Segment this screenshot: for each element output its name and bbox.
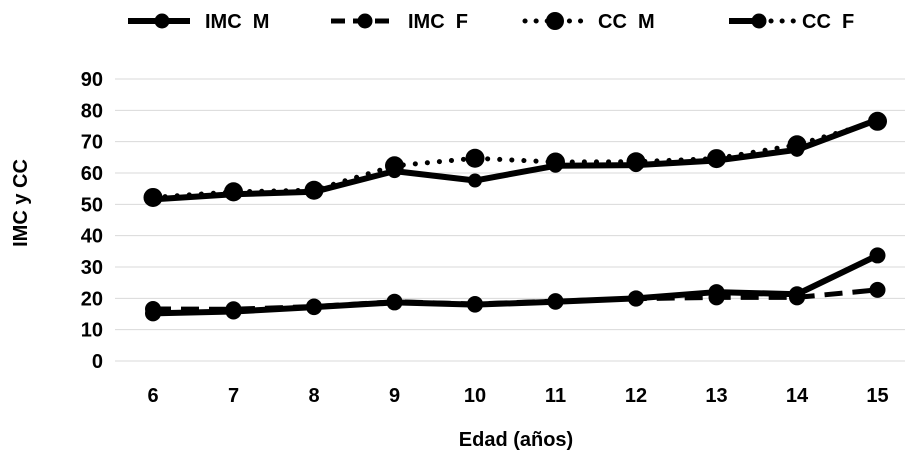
- data-point: [790, 142, 804, 157]
- legend-label: CC M: [598, 11, 655, 33]
- y-tick-label: 40: [81, 226, 103, 248]
- x-tick-label: 6: [147, 385, 158, 407]
- legend: IMC M IMC F CC M CC F: [128, 11, 854, 33]
- data-point: [870, 112, 885, 127]
- legend-item: IMC M: [128, 11, 269, 33]
- gridlines: [115, 78, 905, 362]
- data-point: [387, 164, 402, 179]
- legend-label: IMC F: [408, 11, 468, 33]
- data-point: [708, 289, 725, 306]
- series-line: [152, 116, 879, 203]
- y-tick-label: 60: [81, 163, 103, 185]
- series-line: [152, 252, 879, 317]
- x-tick-label: 15: [866, 385, 888, 407]
- data-point: [547, 293, 564, 310]
- y-tick-labels: 0 10 20 30 40 50 60 70 80 90: [81, 69, 103, 373]
- legend-marker: [751, 13, 767, 29]
- x-axis-label: Edad (años): [459, 429, 573, 451]
- data-point: [307, 184, 321, 199]
- legend-label: IMC M: [205, 11, 269, 33]
- x-tick-label: 12: [625, 385, 647, 407]
- y-tick-label: 50: [81, 194, 103, 216]
- data-point: [226, 187, 241, 202]
- x-tick-label: 9: [389, 385, 400, 407]
- x-tick-label: 8: [308, 385, 319, 407]
- x-tick-labels: 6 7 8 9 10 11 12 13 14 15: [147, 385, 888, 407]
- data-point: [386, 293, 403, 310]
- x-tick-label: 11: [545, 385, 566, 407]
- y-tick-label: 30: [81, 257, 103, 279]
- data-point: [869, 247, 886, 264]
- y-tick-label: 20: [81, 288, 103, 310]
- y-tick-label: 70: [81, 132, 103, 154]
- series-markers: [143, 111, 887, 322]
- x-tick-label: 13: [705, 385, 727, 407]
- data-point: [306, 298, 322, 315]
- data-point: [789, 289, 805, 306]
- legend-marker: [546, 12, 564, 30]
- legend-marker: [154, 13, 170, 29]
- y-tick-label: 80: [81, 100, 103, 122]
- data-point: [629, 158, 643, 173]
- series-line: [150, 118, 880, 200]
- y-tick-label: 90: [81, 69, 103, 91]
- legend-item: CC M: [522, 11, 655, 33]
- data-point: [869, 281, 886, 298]
- data-point: [628, 290, 644, 307]
- series-lines: [150, 116, 880, 317]
- legend-item: IMC F: [331, 11, 468, 33]
- data-point: [548, 158, 563, 173]
- data-point: [468, 173, 482, 188]
- data-point: [145, 300, 161, 317]
- y-tick-label: 0: [92, 351, 103, 373]
- y-axis-label: IMC y CC: [10, 159, 32, 247]
- x-tick-label: 7: [228, 385, 239, 407]
- data-point: [465, 148, 485, 168]
- data-point: [467, 295, 483, 312]
- x-tick-label: 10: [464, 385, 486, 407]
- data-point: [146, 192, 160, 207]
- y-tick-label: 10: [81, 320, 103, 342]
- x-tick-label: 14: [786, 385, 809, 407]
- data-point: [225, 301, 242, 318]
- legend-marker: [357, 13, 373, 29]
- data-point: [709, 153, 724, 168]
- series-line: [152, 287, 878, 312]
- legend-item: CC F: [729, 11, 854, 33]
- legend-label: CC F: [802, 11, 854, 33]
